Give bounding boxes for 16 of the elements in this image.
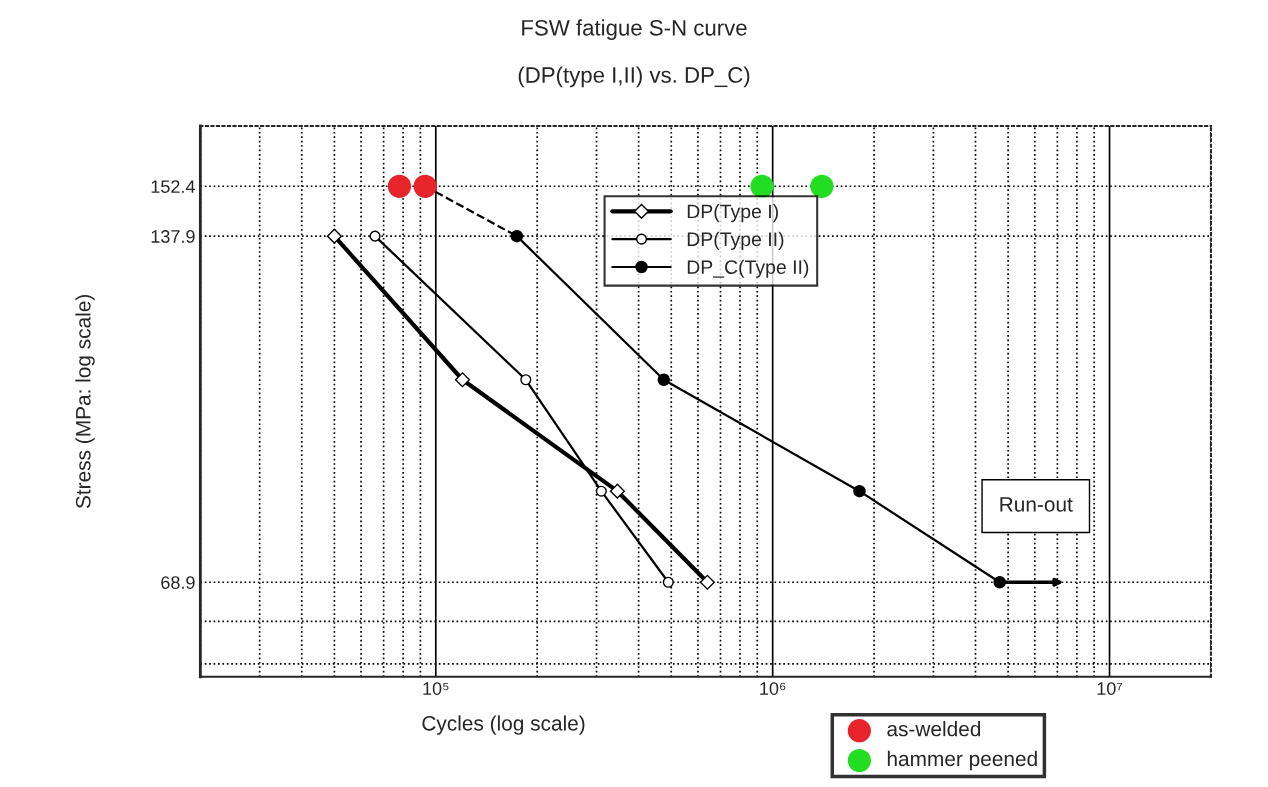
y-tick-label: 68.9 bbox=[161, 576, 195, 589]
y-tick-label: 152.4 bbox=[151, 180, 195, 193]
chart-title: FSW fatigue S-N curve bbox=[522, 19, 747, 41]
legend-label: as-welded bbox=[887, 721, 981, 737]
x-axis-title: Cycles (log scale) bbox=[422, 715, 585, 735]
x-tick-label: 10⁵ bbox=[423, 682, 449, 695]
legend-label: DP_C(Type II) bbox=[687, 259, 809, 278]
x-tick-label: 10⁶ bbox=[760, 682, 786, 695]
chart-subtitle: (DP(type I,II) vs. DP_C) bbox=[518, 66, 750, 88]
legend-label: hammer peened bbox=[887, 750, 1037, 771]
legend-label: DP(Type I) bbox=[687, 204, 778, 223]
y-tick-label: 137.9 bbox=[151, 230, 195, 243]
y-axis-title: Stress (MPa: log scale) bbox=[75, 294, 95, 509]
x-tick-label: 10⁷ bbox=[1097, 682, 1123, 695]
legend-label: DP(Type II) bbox=[687, 231, 784, 250]
annotation: Run-out bbox=[1000, 497, 1073, 512]
